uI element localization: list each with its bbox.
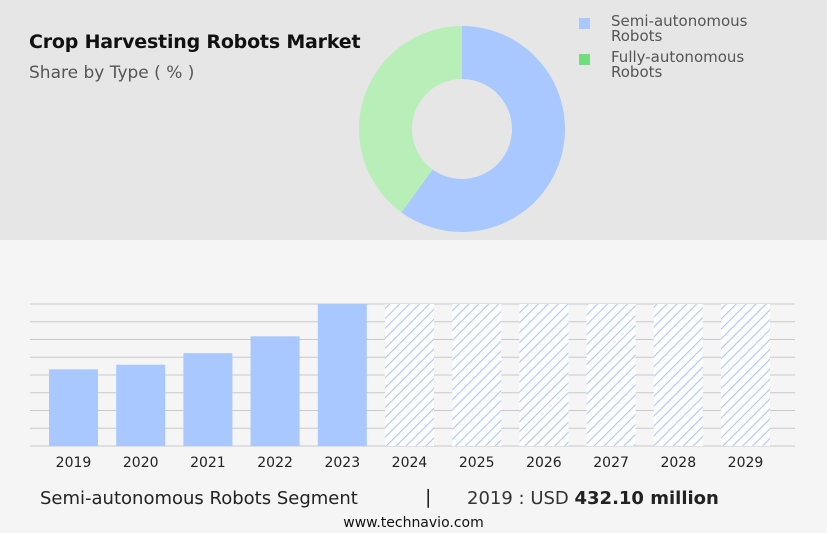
- x-tick-label-2028: 2028: [660, 455, 696, 471]
- legend-item-fully: Fully-autonomous Robots: [579, 50, 771, 80]
- footer-value-prefix: 2019 : USD: [467, 488, 575, 509]
- x-tick-label-2021: 2021: [190, 455, 226, 471]
- legend-item-semi: Semi-autonomous Robots: [579, 14, 771, 44]
- x-tick-label-2024: 2024: [392, 455, 428, 471]
- footer-separator: |: [425, 486, 432, 508]
- bar-2020: [116, 364, 166, 446]
- bar-chart: 2019 2020 2021 2022 2023 2024 2025 2026 2027 2028…: [30, 303, 795, 471]
- x-tick-label-2022: 2022: [257, 455, 293, 471]
- footer-value: 2019 : USD 432.10 million: [467, 488, 719, 509]
- bar-2022: [250, 336, 300, 446]
- bar-2023: [317, 304, 367, 446]
- x-tick-label-2023: 2023: [324, 455, 360, 471]
- donut-chart: [359, 26, 566, 233]
- bar-2019: [49, 369, 98, 446]
- legend-label-semi: Semi-autonomous Robots: [611, 12, 748, 45]
- bar-2029: [721, 304, 770, 446]
- bar-2027: [586, 304, 636, 446]
- footer-value-amount: 432.10 million: [574, 488, 719, 509]
- legend-swatch-semi: [579, 18, 590, 29]
- x-tick-label-2026: 2026: [526, 455, 562, 471]
- chart-subtitle: Share by Type ( % ): [29, 63, 195, 83]
- donut-slice-1: [359, 26, 462, 213]
- footer-segment-label: Semi-autonomous Robots Segment: [40, 488, 358, 509]
- chart-title: Crop Harvesting Robots Market: [29, 31, 361, 53]
- x-tick-label-2019: 2019: [56, 455, 92, 471]
- legend-swatch-fully: [579, 54, 590, 65]
- bar-2025: [452, 304, 502, 446]
- x-tick-label-2029: 2029: [728, 455, 764, 471]
- bar-2024: [385, 304, 434, 446]
- x-tick-label-2025: 2025: [459, 455, 495, 471]
- bar-2021: [183, 353, 233, 446]
- source-url: www.technavio.com: [343, 515, 484, 531]
- donut-slice-0: [401, 26, 566, 233]
- legend-label-fully: Fully-autonomous Robots: [611, 48, 745, 81]
- x-tick-label-2020: 2020: [123, 455, 159, 471]
- legend: Semi-autonomous Robots Fully-autonomous …: [579, 14, 771, 86]
- bar-2026: [519, 304, 569, 446]
- x-tick-label-2027: 2027: [593, 455, 629, 471]
- bar-2028: [653, 304, 703, 446]
